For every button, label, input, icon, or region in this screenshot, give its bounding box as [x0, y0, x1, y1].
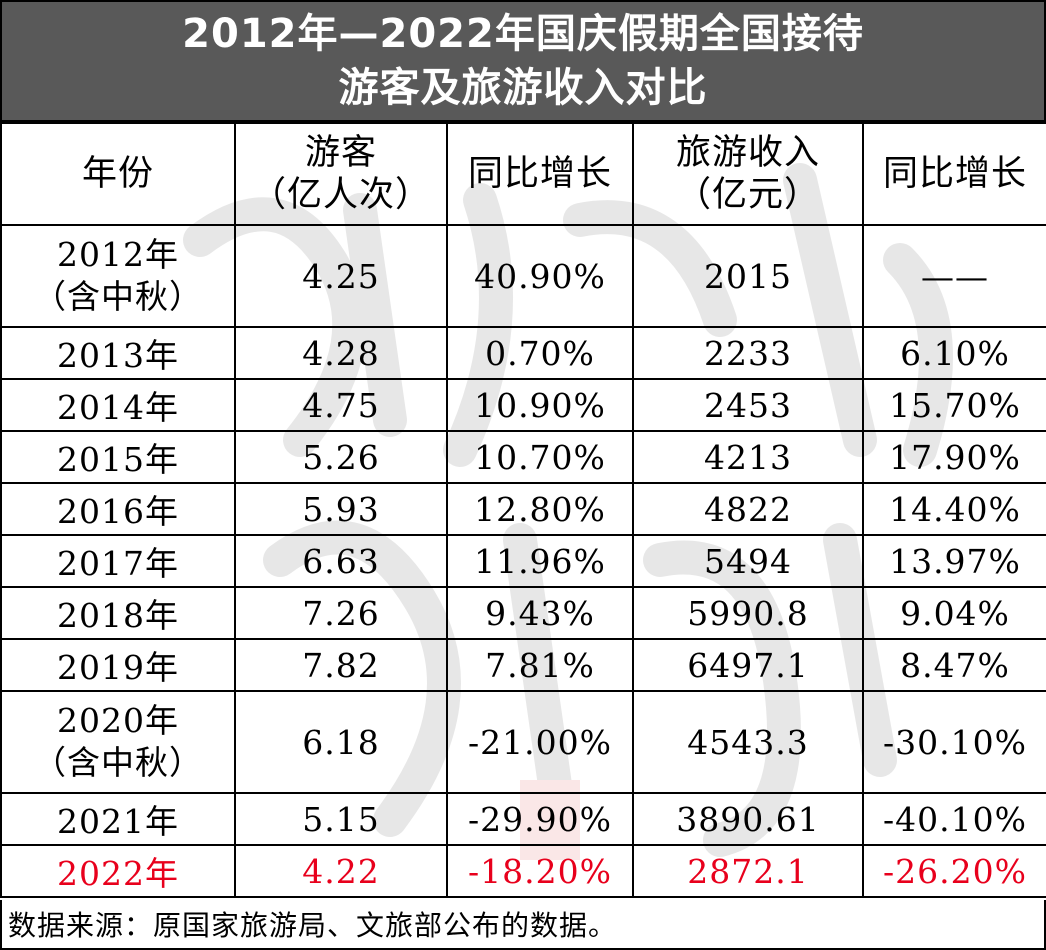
- visitors-cell: 4.75: [234, 378, 448, 432]
- visitors-cell: 4.28: [234, 326, 448, 380]
- visitors-cell: 5.26: [234, 430, 448, 484]
- data-source-note: 数据来源：原国家旅游局、文旅部公布的数据。: [0, 900, 1046, 950]
- title-line-1: 2012年—2022年国庆假期全国接待: [182, 11, 864, 57]
- visitors-growth-cell: 9.43%: [446, 586, 634, 640]
- revenue-cell: 2872.1: [632, 844, 864, 898]
- year-cell: 2012年 （含中秋）: [0, 224, 236, 328]
- header-year: 年份: [0, 122, 236, 226]
- visitors-cell: 5.15: [234, 792, 448, 846]
- year-cell: 2017年: [0, 534, 236, 588]
- revenue-cell: 6497.1: [632, 638, 864, 692]
- visitors-growth-cell: 7.81%: [446, 638, 634, 692]
- revenue-growth-cell: 9.04%: [862, 586, 1046, 640]
- revenue-cell: 2015: [632, 224, 864, 328]
- title-line-2: 游客及旅游收入对比: [338, 65, 708, 111]
- year-cell: 2013年: [0, 326, 236, 380]
- header-visitors-growth: 同比增长: [446, 122, 634, 226]
- year-cell: 2014年: [0, 378, 236, 432]
- revenue-cell: 4543.3: [632, 690, 864, 794]
- year-cell: 2018年: [0, 586, 236, 640]
- header-row: 年份 游客 （亿人次） 同比增长 旅游收入 （亿元） 同比增长: [0, 122, 1046, 226]
- year-cell: 2016年: [0, 482, 236, 536]
- visitors-cell: 7.82: [234, 638, 448, 692]
- year-cell: 2021年: [0, 792, 236, 846]
- table-row-highlighted: 2022年 4.22 -18.20% 2872.1 -26.20%: [0, 844, 1046, 898]
- year-cell: 2019年: [0, 638, 236, 692]
- revenue-growth-cell: 13.97%: [862, 534, 1046, 588]
- revenue-growth-cell: 15.70%: [862, 378, 1046, 432]
- visitors-growth-cell: -29.90%: [446, 792, 634, 846]
- year-cell: 2015年: [0, 430, 236, 484]
- table-row: 2017年 6.63 11.96% 5494 13.97%: [0, 534, 1046, 588]
- visitors-cell: 7.26: [234, 586, 448, 640]
- visitors-growth-cell: 0.70%: [446, 326, 634, 380]
- revenue-cell: 4822: [632, 482, 864, 536]
- visitors-growth-cell: 40.90%: [446, 224, 634, 328]
- revenue-growth-cell: 6.10%: [862, 326, 1046, 380]
- visitors-cell: 4.22: [234, 844, 448, 898]
- revenue-growth-cell: 17.90%: [862, 430, 1046, 484]
- visitors-cell: 6.63: [234, 534, 448, 588]
- table-title: 2012年—2022年国庆假期全国接待 游客及旅游收入对比: [0, 0, 1046, 122]
- table-row: 2013年 4.28 0.70% 2233 6.10%: [0, 326, 1046, 380]
- header-revenue: 旅游收入 （亿元）: [632, 122, 864, 226]
- header-revenue-growth: 同比增长: [862, 122, 1046, 226]
- year-cell: 2022年: [0, 844, 236, 898]
- revenue-growth-cell: -26.20%: [862, 844, 1046, 898]
- revenue-cell: 2233: [632, 326, 864, 380]
- revenue-growth-cell: -30.10%: [862, 690, 1046, 794]
- table-row: 2016年 5.93 12.80% 4822 14.40%: [0, 482, 1046, 536]
- visitors-growth-cell: 10.70%: [446, 430, 634, 484]
- tourism-data-table: 年份 游客 （亿人次） 同比增长 旅游收入 （亿元） 同比增长 2012年 （含中秋）…: [0, 122, 1046, 898]
- visitors-growth-cell: -21.00%: [446, 690, 634, 794]
- table-row: 2018年 7.26 9.43% 5990.8 9.04%: [0, 586, 1046, 640]
- revenue-cell: 2453: [632, 378, 864, 432]
- year-cell: 2020年 （含中秋）: [0, 690, 236, 794]
- visitors-growth-cell: 11.96%: [446, 534, 634, 588]
- visitors-cell: 4.25: [234, 224, 448, 328]
- visitors-growth-cell: -18.20%: [446, 844, 634, 898]
- table-row: 2020年 （含中秋） 6.18 -21.00% 4543.3 -30.10%: [0, 690, 1046, 794]
- revenue-growth-cell: ——: [862, 224, 1046, 328]
- revenue-growth-cell: -40.10%: [862, 792, 1046, 846]
- revenue-growth-cell: 14.40%: [862, 482, 1046, 536]
- visitors-growth-cell: 12.80%: [446, 482, 634, 536]
- table-row: 2021年 5.15 -29.90% 3890.61 -40.10%: [0, 792, 1046, 846]
- table-row: 2014年 4.75 10.90% 2453 15.70%: [0, 378, 1046, 432]
- revenue-cell: 3890.61: [632, 792, 864, 846]
- revenue-cell: 4213: [632, 430, 864, 484]
- header-visitors: 游客 （亿人次）: [234, 122, 448, 226]
- revenue-cell: 5494: [632, 534, 864, 588]
- visitors-cell: 5.93: [234, 482, 448, 536]
- table-row: 2012年 （含中秋） 4.25 40.90% 2015 ——: [0, 224, 1046, 328]
- table-row: 2019年 7.82 7.81% 6497.1 8.47%: [0, 638, 1046, 692]
- visitors-growth-cell: 10.90%: [446, 378, 634, 432]
- revenue-growth-cell: 8.47%: [862, 638, 1046, 692]
- visitors-cell: 6.18: [234, 690, 448, 794]
- revenue-cell: 5990.8: [632, 586, 864, 640]
- table-row: 2015年 5.26 10.70% 4213 17.90%: [0, 430, 1046, 484]
